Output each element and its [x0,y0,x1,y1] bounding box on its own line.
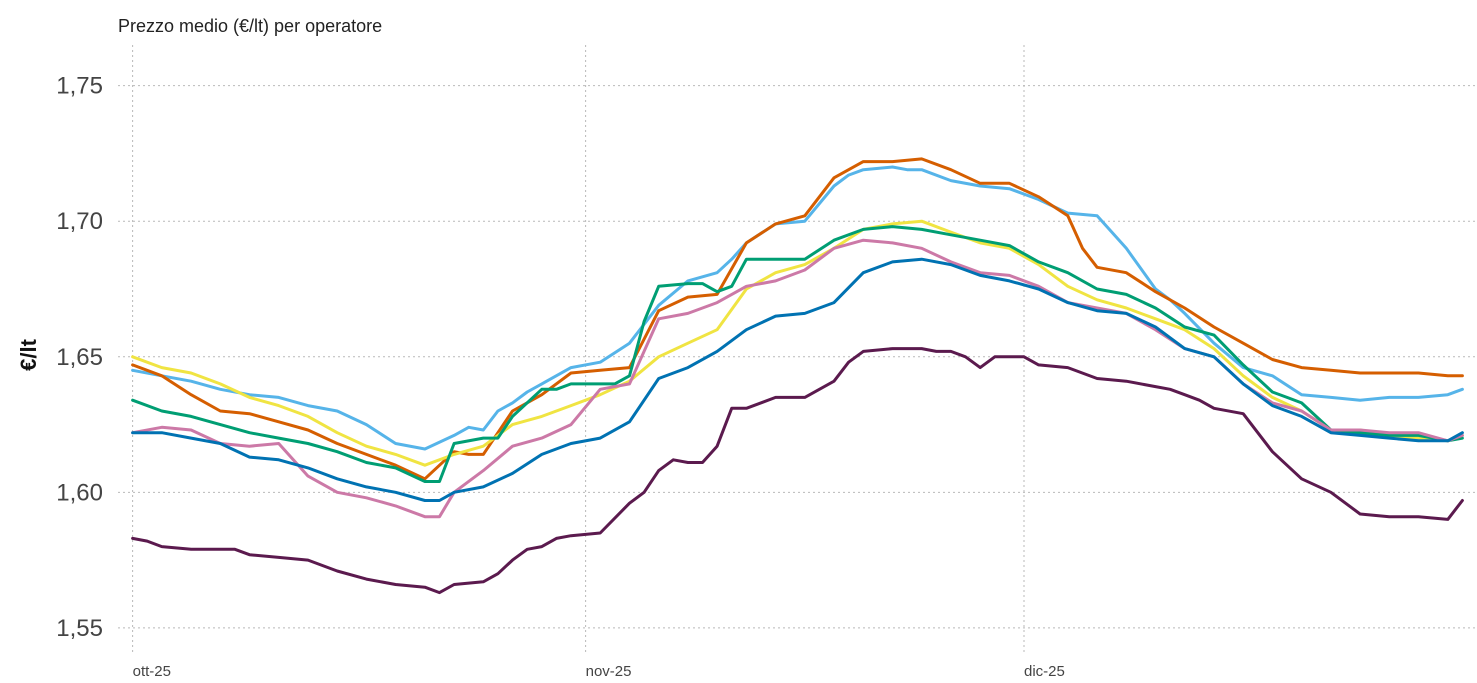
y-tick-label: 1,55 [56,615,103,642]
series-line-6 [131,257,1464,502]
x-tick-label: nov-25 [586,663,632,680]
y-tick-label: 1,60 [56,479,103,506]
chart-title: Prezzo medio (€/lt) per operatore [118,16,382,36]
series-line-2 [131,157,1464,481]
series-lines [131,157,1464,595]
series-line-4 [131,225,1464,483]
y-axis-ticks: 1,55 1,60 1,65 1,70 1,75 [56,73,103,642]
grid [118,45,1477,655]
series-line-3 [131,219,1464,467]
x-tick-label: ott-25 [133,663,171,680]
x-tick-label: dic-25 [1024,663,1065,680]
x-axis-ticks: ott-25 nov-25 dic-25 [133,663,1065,680]
y-tick-label: 1,70 [56,208,103,235]
series-line-1 [131,165,1464,451]
y-tick-label: 1,65 [56,344,103,371]
series-line-7 [131,347,1464,595]
y-axis-title: €/lt [16,338,41,370]
y-tick-label: 1,75 [56,73,103,100]
series-line-5 [131,238,1464,519]
